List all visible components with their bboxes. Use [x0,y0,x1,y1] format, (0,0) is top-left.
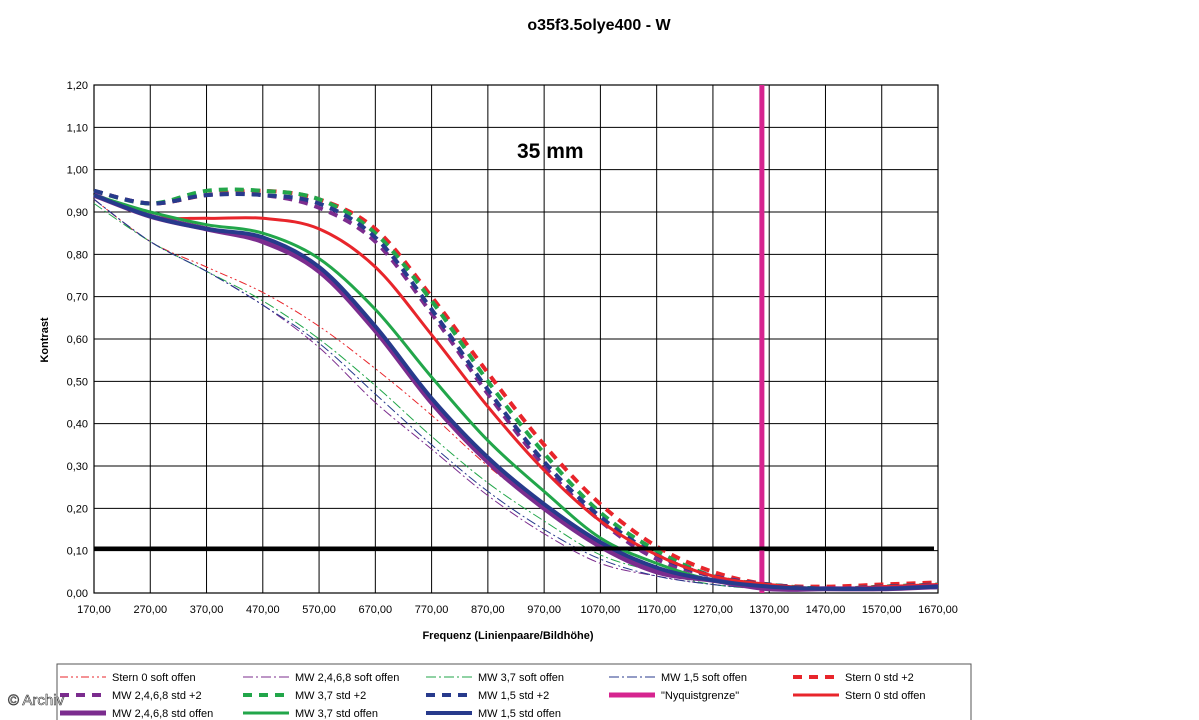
y-tick-label: 0,00 [67,588,88,600]
y-tick-label: 0,90 [67,207,88,219]
legend-label: MW 2,4,6,8 std +2 [112,690,202,702]
series-stern-0-soft-offen [93,198,939,590]
y-tick-label: 1,00 [67,165,88,177]
y-axis-label: Kontrast [39,317,51,363]
legend-label: MW 3,7 soft offen [478,672,564,684]
chart-grid [93,84,939,594]
legend-label: MW 3,7 std offen [295,708,378,720]
x-tick-label: 1470,00 [806,604,846,616]
series-mw-1-5-std-offen [93,193,939,592]
focal-length-annotation: 35 mm [517,140,584,163]
y-tick-label: 0,40 [67,419,88,431]
chart-title: o35f3.5olye400 - W [527,17,671,34]
y-tick-label: 0,60 [67,334,88,346]
x-tick-labels: 170,00 270,00 370,00 470,00 570,00 670,00 770,… [77,604,958,616]
x-tick-label: 1370,00 [749,604,789,616]
watermark: © Archiv [8,692,65,709]
x-tick-label: 670,00 [359,604,393,616]
y-tick-label: 0,20 [67,503,88,515]
y-tick-label: 0,10 [67,546,88,558]
series-lines [93,85,939,593]
series-mw-1-5-std-2 [93,188,939,591]
x-tick-label: 870,00 [471,604,505,616]
x-tick-label: 570,00 [302,604,336,616]
x-tick-label: 1070,00 [581,604,621,616]
y-tick-label: 0,50 [67,376,88,388]
legend-label: MW 1,5 std +2 [478,690,549,702]
y-tick-label: 0,70 [67,292,88,304]
legend-label: Stern 0 soft offen [112,672,196,684]
x-tick-label: 1670,00 [918,604,958,616]
y-tick-label: 0,80 [67,249,88,261]
legend-label: MW 3,7 std +2 [295,690,366,702]
x-tick-label: 1170,00 [637,604,676,616]
x-tick-label: 1570,00 [862,604,902,616]
series-mw-3-7-soft-offen [93,203,938,590]
legend-label: MW 2,4,6,8 std offen [112,708,213,720]
y-tick-labels: 0,00 0,10 0,20 0,30 0,40 0,50 0,60 0,70 0,80 0,90… [67,80,88,600]
legend-label: Stern 0 std offen [845,690,926,702]
x-tick-label: 770,00 [415,604,449,616]
x-tick-label: 370,00 [190,604,224,616]
legend: Stern 0 soft offen MW 2,4,6,8 soft offen M… [60,672,926,720]
y-tick-label: 0,30 [67,461,88,473]
legend-label: MW 1,5 std offen [478,708,561,720]
series-mw-3-7-std-2 [93,187,939,591]
legend-frame [56,663,972,720]
series-mw-1-5-soft-offen [93,198,938,590]
x-tick-label: 470,00 [246,604,280,616]
legend-label: MW 1,5 soft offen [661,672,747,684]
x-axis-label: Frequenz (Linienpaare/Bildhöhe) [422,630,593,642]
legend-label: "Nyquistgrenze" [661,690,739,702]
x-tick-label: 170,00 [77,604,111,616]
legend-label: MW 2,4,6,8 soft offen [295,672,399,684]
y-tick-label: 1,10 [67,122,88,134]
legend-label: Stern 0 std +2 [845,672,914,684]
series-mw-2-4-6-8-soft-offen [93,198,938,590]
series-stern-0-std-2 [93,188,939,589]
series-mw-2-4-6-8-std-2 [93,188,939,591]
y-tick-label: 1,20 [67,80,88,92]
x-tick-label: 270,00 [133,604,167,616]
x-tick-label: 1270,00 [693,604,733,616]
x-tick-label: 970,00 [527,604,561,616]
